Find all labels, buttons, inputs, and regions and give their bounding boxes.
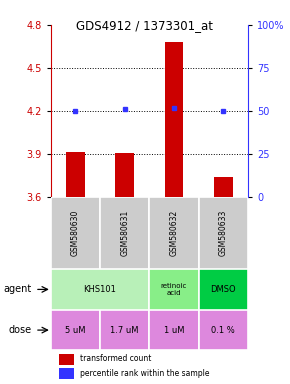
Text: 1.7 uM: 1.7 uM (110, 326, 139, 334)
Text: GSM580631: GSM580631 (120, 210, 129, 256)
Bar (115, 153, 134, 197)
Bar (149, 269, 199, 310)
Bar (199, 269, 248, 310)
Text: GSM580630: GSM580630 (71, 210, 80, 256)
Bar (165, 42, 183, 197)
Bar (214, 177, 233, 197)
Bar (149, 197, 199, 269)
Text: retinoic
acid: retinoic acid (161, 283, 187, 296)
Bar (59, 354, 75, 365)
Bar (199, 197, 248, 269)
Text: GSM580633: GSM580633 (219, 210, 228, 256)
Bar (51, 310, 100, 351)
Text: transformed count: transformed count (80, 354, 152, 364)
Text: 5 uM: 5 uM (65, 326, 86, 334)
Bar (51, 269, 149, 310)
Bar (149, 310, 199, 351)
Bar (100, 197, 149, 269)
Bar (59, 368, 75, 379)
Bar (199, 310, 248, 351)
Text: dose: dose (9, 325, 32, 335)
Bar (100, 310, 149, 351)
Text: DMSO: DMSO (211, 285, 236, 294)
Bar (66, 152, 85, 197)
Bar (51, 197, 100, 269)
Text: KHS101: KHS101 (84, 285, 117, 294)
Text: GSM580632: GSM580632 (169, 210, 179, 256)
Text: 0.1 %: 0.1 % (211, 326, 235, 334)
Text: GDS4912 / 1373301_at: GDS4912 / 1373301_at (77, 19, 213, 32)
Text: agent: agent (4, 285, 32, 295)
Text: 1 uM: 1 uM (164, 326, 184, 334)
Text: percentile rank within the sample: percentile rank within the sample (80, 369, 210, 378)
